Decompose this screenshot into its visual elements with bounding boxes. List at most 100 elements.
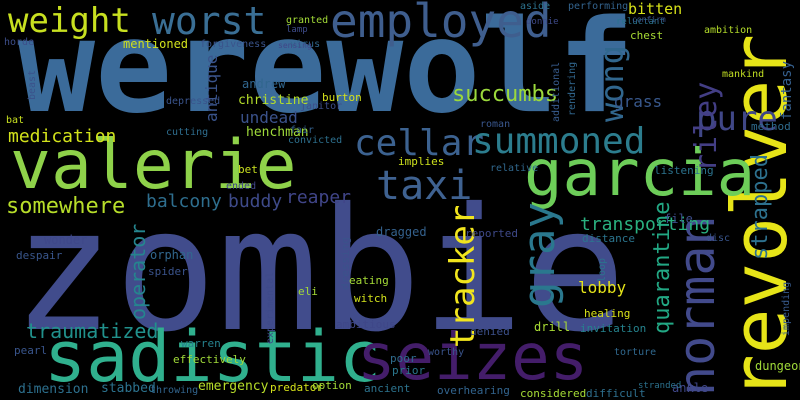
word: emergency: [198, 379, 269, 394]
word: method: [751, 120, 791, 133]
word: eating: [349, 274, 389, 287]
word: rendering: [567, 61, 578, 116]
word: prior: [392, 364, 426, 377]
word: dungeon: [755, 359, 800, 373]
word: additional: [551, 61, 562, 122]
word: invitation: [580, 322, 647, 335]
word: ankle: [672, 381, 709, 395]
word: transporting: [580, 214, 711, 235]
word: relative: [490, 163, 539, 174]
word: dimension: [18, 382, 89, 397]
word: denied: [470, 325, 510, 338]
word: confirm: [632, 15, 666, 24]
word: operator: [126, 223, 150, 320]
word: ended: [226, 181, 257, 192]
word: difficult: [586, 387, 646, 400]
word: valerie: [10, 126, 297, 205]
word: sensing: [278, 41, 312, 50]
word: bitten: [628, 0, 683, 18]
word: employed: [330, 0, 552, 48]
word: pure: [696, 99, 778, 139]
word: fair: [290, 125, 315, 136]
word: aside: [520, 1, 551, 12]
word: riley: [689, 81, 724, 172]
word: cellar: [354, 123, 485, 164]
word: lobby: [578, 278, 627, 297]
word: roman: [480, 119, 511, 130]
word: seizes: [357, 321, 589, 395]
word: considered: [520, 387, 587, 400]
word: taxi: [376, 163, 473, 209]
word: ambition: [704, 25, 753, 36]
word: fantasy: [779, 60, 795, 120]
word: reluctant: [616, 17, 665, 27]
word: eli: [298, 285, 318, 298]
word: strapped: [748, 154, 773, 260]
word: antique: [202, 54, 221, 122]
word: performing: [568, 1, 629, 12]
word: somewhere: [6, 194, 126, 219]
word: garcia: [524, 137, 756, 211]
word: listening: [654, 164, 714, 177]
word: grass: [614, 92, 663, 111]
word: stabbed: [101, 381, 156, 396]
word: disc: [706, 233, 731, 244]
word: effectively: [173, 353, 246, 366]
word: experimental: [265, 271, 276, 344]
word: convicted: [288, 135, 343, 146]
word: torture: [614, 347, 657, 358]
word: mentioned: [123, 37, 189, 51]
word: cutting: [166, 127, 209, 138]
word: wonder: [44, 233, 88, 247]
word: ancient: [364, 382, 411, 395]
word: drill: [534, 320, 571, 334]
word: summoned: [472, 121, 646, 162]
word: pearl: [14, 344, 48, 357]
word: reported: [465, 227, 518, 240]
word: buddy: [228, 191, 283, 212]
word: reaper: [286, 187, 352, 208]
word: donnie: [526, 17, 559, 27]
word: loop: [597, 257, 608, 282]
word: mankind: [722, 69, 765, 80]
word: warren: [181, 337, 221, 350]
word: witch: [354, 292, 388, 305]
word: undead: [240, 108, 298, 127]
word: sadistic: [44, 316, 382, 398]
word: spider: [148, 265, 188, 278]
word: virus: [290, 39, 321, 50]
word: succumbs: [452, 82, 558, 107]
word: henchman: [246, 125, 309, 140]
word: horde: [4, 37, 35, 48]
word: christine: [238, 93, 309, 108]
word: medication: [8, 126, 117, 147]
word: dressing: [339, 237, 352, 290]
word: dragged: [376, 225, 427, 239]
word: throwing: [150, 385, 199, 396]
word: distance: [582, 232, 635, 245]
word: forgiveness: [200, 39, 267, 50]
word: bat: [6, 115, 25, 126]
word: weight: [8, 1, 131, 41]
word: overhearing: [437, 384, 510, 397]
word: gray: [514, 202, 565, 308]
word: impending: [781, 281, 792, 336]
word: despair: [16, 249, 63, 262]
word: worst: [152, 0, 267, 43]
word: predator: [270, 381, 323, 394]
word: healing: [584, 307, 631, 320]
word: depressed: [166, 96, 221, 107]
word: janitor: [300, 101, 343, 112]
word: werewolf: [18, 0, 635, 142]
word: ambitious: [336, 318, 396, 331]
word: orphan: [150, 248, 194, 262]
word: bet: [238, 163, 258, 176]
word: traumatized: [26, 319, 159, 343]
word: file: [664, 212, 693, 226]
word: granted: [286, 15, 329, 26]
word: zombie: [12, 172, 627, 370]
word: option: [312, 379, 352, 392]
word: chest: [630, 29, 664, 42]
word: lamp: [286, 25, 308, 35]
